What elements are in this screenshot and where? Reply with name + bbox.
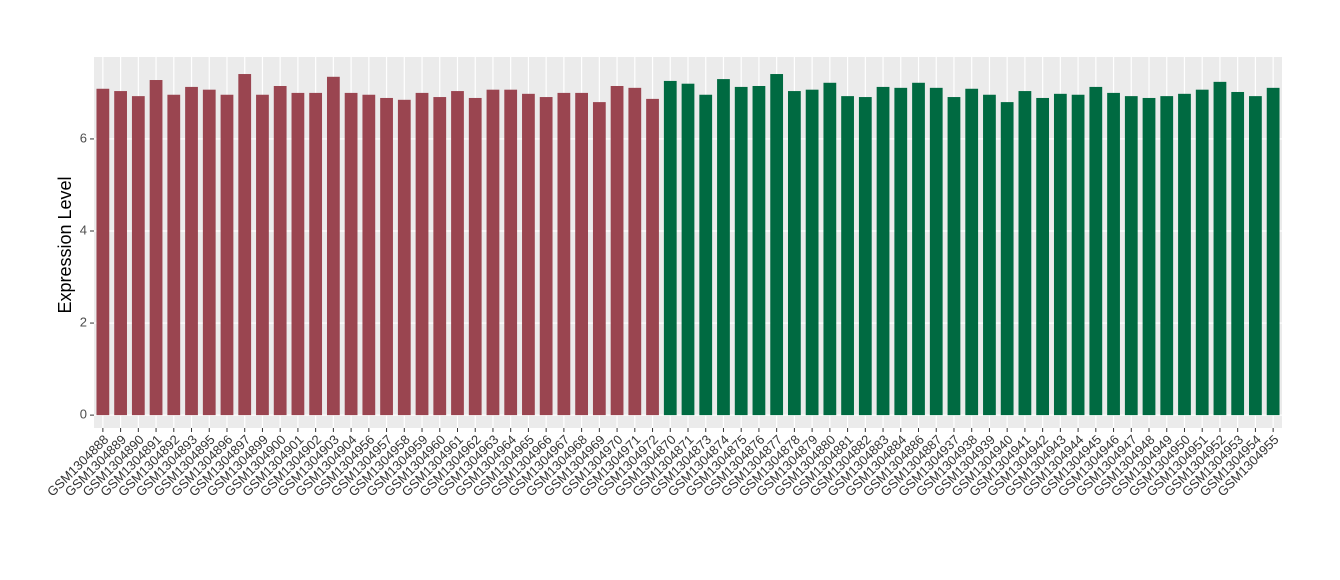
bar bbox=[167, 94, 181, 416]
bar bbox=[291, 92, 305, 416]
bar bbox=[149, 80, 163, 416]
bar bbox=[114, 91, 127, 416]
y-tick-label: 2 bbox=[80, 314, 87, 329]
bar bbox=[96, 88, 110, 416]
bar bbox=[468, 97, 482, 416]
bar bbox=[1124, 96, 1138, 416]
bar bbox=[1160, 96, 1174, 416]
bar bbox=[326, 76, 340, 416]
bar bbox=[1178, 93, 1191, 416]
bar bbox=[362, 94, 376, 416]
bar bbox=[451, 91, 464, 416]
bar bbox=[823, 82, 837, 416]
bar bbox=[1195, 89, 1209, 416]
y-axis-label: Expression Level bbox=[55, 176, 75, 313]
bar bbox=[522, 93, 535, 416]
bar bbox=[344, 92, 358, 416]
bar bbox=[309, 92, 323, 416]
bar bbox=[717, 79, 730, 416]
bar bbox=[1036, 97, 1050, 416]
bar bbox=[1107, 92, 1120, 416]
bar bbox=[947, 97, 961, 416]
bar bbox=[557, 92, 571, 416]
bar bbox=[752, 85, 766, 416]
bar bbox=[415, 92, 429, 416]
bar bbox=[912, 82, 925, 416]
bar bbox=[273, 85, 287, 416]
bar bbox=[1018, 91, 1032, 416]
bar bbox=[202, 89, 216, 416]
bar bbox=[681, 83, 695, 416]
bar bbox=[805, 89, 819, 416]
bar bbox=[1053, 93, 1067, 416]
y-tick-label: 4 bbox=[80, 222, 87, 237]
bar bbox=[610, 85, 624, 416]
bar bbox=[131, 96, 145, 416]
bar bbox=[1231, 91, 1245, 416]
bar bbox=[876, 86, 890, 416]
bar bbox=[646, 98, 659, 416]
bar bbox=[699, 94, 713, 416]
bar bbox=[504, 89, 518, 416]
bar bbox=[1089, 86, 1103, 416]
bar bbox=[1071, 94, 1085, 416]
bar bbox=[397, 99, 411, 416]
bar bbox=[858, 97, 872, 416]
bar bbox=[983, 94, 996, 416]
bar bbox=[185, 86, 198, 416]
bar bbox=[965, 88, 979, 416]
bar bbox=[663, 80, 677, 416]
bar bbox=[486, 89, 500, 416]
bar bbox=[628, 87, 642, 416]
bar bbox=[592, 102, 606, 416]
bar bbox=[1249, 96, 1262, 416]
y-tick-label: 0 bbox=[80, 407, 87, 422]
bar bbox=[788, 91, 801, 416]
bar bbox=[841, 96, 854, 416]
bar bbox=[770, 74, 784, 416]
bar bbox=[256, 94, 269, 416]
bar bbox=[433, 97, 447, 416]
bar bbox=[929, 87, 943, 416]
bar bbox=[575, 92, 588, 416]
bar bbox=[1213, 81, 1227, 416]
bar bbox=[894, 87, 908, 416]
bar bbox=[380, 97, 393, 416]
bar bbox=[238, 74, 252, 416]
bar bbox=[1000, 102, 1014, 416]
bar bbox=[1142, 97, 1156, 416]
bar bbox=[1266, 87, 1280, 416]
bar bbox=[734, 86, 748, 416]
bar bbox=[539, 97, 553, 416]
bar bbox=[220, 94, 234, 416]
y-tick-label: 6 bbox=[80, 130, 87, 145]
